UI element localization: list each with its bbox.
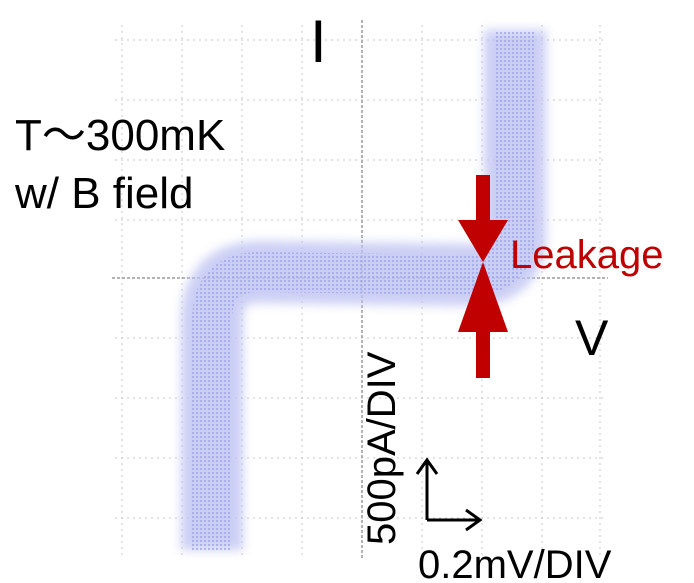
current-axis-label: I [310,8,327,75]
temperature-label: T～300mK [15,111,225,160]
scale-arrows [417,460,480,530]
voltage-axis-label: V [575,310,609,366]
voltage-scale-label: 0.2mV/DIV [418,543,612,583]
condition-label: w/ B field [14,169,194,218]
leakage-label: Leakage [510,233,663,277]
current-scale-label: 500pA/DIV [360,351,404,545]
figure: I V T～300mK w/ B field Leakage 500pA/DIV… [0,0,694,583]
